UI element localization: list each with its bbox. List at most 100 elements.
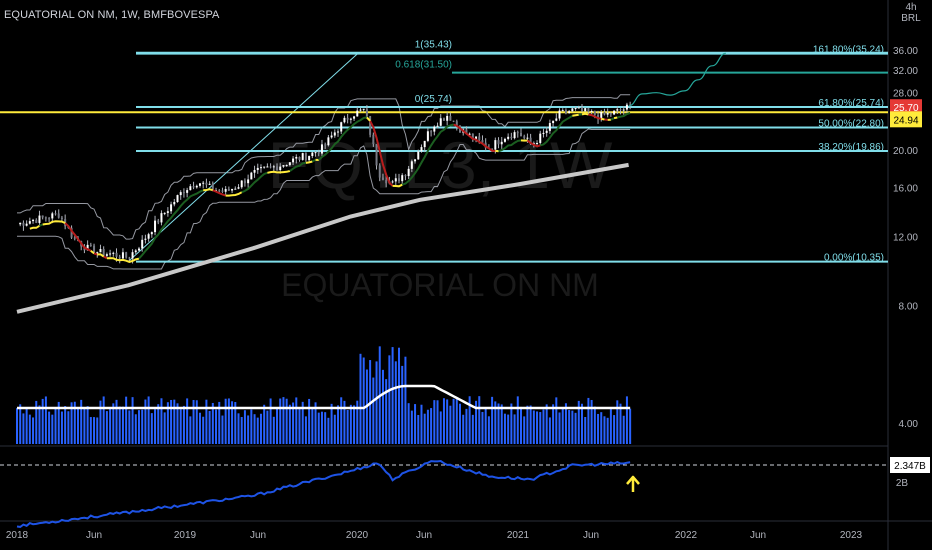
candle-body	[619, 109, 622, 111]
price-tick-label: 32.00	[893, 66, 918, 77]
ma-fast-segment	[97, 253, 105, 258]
volume-bar	[298, 407, 301, 444]
candle-body	[38, 215, 41, 223]
volume-bar	[423, 413, 426, 444]
candle-body	[391, 181, 394, 183]
time-tick-label: Jun	[86, 530, 102, 541]
candle-body	[70, 227, 73, 238]
candle-body	[301, 153, 304, 160]
candle-body	[423, 140, 426, 148]
candle-body	[250, 172, 253, 180]
ma-fast-segment	[93, 252, 98, 256]
volume-bar	[471, 414, 474, 444]
candle-body	[324, 144, 327, 146]
candle-body	[134, 250, 137, 253]
ma-fast-segment	[318, 116, 368, 161]
current-level-badge	[890, 111, 922, 128]
candle-body	[503, 138, 506, 142]
volume-bar	[375, 361, 378, 444]
volume-bar	[109, 407, 112, 444]
candle-body	[308, 156, 311, 161]
candle-body	[118, 256, 121, 259]
volume-bar	[195, 400, 198, 444]
time-tick-label: 2022	[675, 530, 698, 541]
volume-bar	[330, 403, 333, 444]
volume-bar	[606, 417, 609, 444]
volume-bar	[349, 404, 352, 444]
volume-bar	[86, 406, 89, 444]
volume-bar	[343, 400, 346, 444]
volume-bar	[182, 405, 185, 444]
candle-body	[433, 126, 436, 132]
candle-body	[231, 188, 234, 191]
volume-bar	[259, 413, 262, 444]
price-tick-label: 16.00	[893, 184, 918, 195]
price-tick-label: 20.00	[893, 146, 918, 157]
time-tick-label: 2020	[346, 530, 369, 541]
volume-bar	[452, 398, 455, 444]
volume-ma-line	[17, 384, 631, 410]
candle-body	[330, 135, 333, 138]
volume-bar	[327, 417, 330, 444]
candle-body	[616, 109, 619, 111]
volume-bar	[211, 402, 214, 444]
candle-body	[263, 166, 266, 168]
candle-body	[580, 107, 583, 112]
candle-body	[163, 212, 166, 214]
volume-bar	[391, 347, 394, 444]
ma-fast-segment	[39, 223, 44, 227]
volume-bar	[613, 415, 616, 444]
candle-body	[234, 188, 237, 190]
candle-body	[333, 132, 336, 136]
candle-body	[44, 217, 47, 219]
fib-trend-segment	[127, 52, 359, 262]
ma-fast-segment	[90, 250, 95, 255]
candle-body	[430, 131, 433, 133]
volume-bar	[526, 405, 529, 444]
candle-body	[372, 134, 375, 145]
candle-body	[137, 248, 140, 251]
currency-label[interactable]: 4h BRL	[898, 2, 924, 24]
volume-bar	[131, 397, 134, 444]
candle-body	[86, 244, 89, 251]
volume-bar	[333, 414, 336, 444]
candle-body	[51, 213, 54, 219]
candle-body	[147, 234, 150, 239]
volume-bar	[243, 410, 246, 444]
time-tick-label: Jun	[250, 530, 266, 541]
candle-body	[157, 220, 160, 223]
price-tick-label: 8.00	[899, 301, 919, 312]
volume-pane	[16, 346, 632, 444]
candle-body	[285, 165, 288, 167]
volume-bar	[555, 397, 558, 444]
volume-bar	[442, 398, 445, 444]
volume-bar	[41, 398, 44, 444]
volume-bar	[603, 416, 606, 444]
volume-bar	[189, 416, 192, 444]
volume-bar	[433, 400, 436, 444]
volume-bar	[57, 401, 60, 444]
candle-body	[378, 165, 381, 178]
candle-body	[519, 132, 522, 137]
candle-body	[182, 192, 185, 194]
volume-bar	[141, 409, 144, 444]
volume-bar	[292, 402, 295, 444]
volume-bar	[60, 411, 63, 444]
volume-bar	[105, 411, 108, 444]
ma-fast-segment	[267, 170, 291, 174]
volume-bar	[234, 402, 237, 444]
volume-bar	[484, 408, 487, 444]
volume-bar	[619, 403, 622, 444]
volume-bar	[198, 412, 201, 444]
chart-legend-title[interactable]: EQUATORIAL ON NM, 1W, BMFBOVESPA	[4, 9, 220, 21]
time-axis[interactable]: 2018 Jun 2019 Jun 2020 Jun 2021 Jun 2022 Jun 2023	[6, 530, 863, 541]
candle-body	[304, 153, 307, 161]
volume-bar	[163, 412, 166, 444]
volume-bar	[99, 400, 102, 444]
volume-bar	[202, 416, 205, 444]
candle-body	[195, 185, 198, 188]
price-axis[interactable]: 36.0032.0028.0024.0020.0016.0012.008.004…	[890, 46, 930, 489]
volume-bar	[256, 417, 259, 444]
candle-body	[375, 144, 378, 166]
